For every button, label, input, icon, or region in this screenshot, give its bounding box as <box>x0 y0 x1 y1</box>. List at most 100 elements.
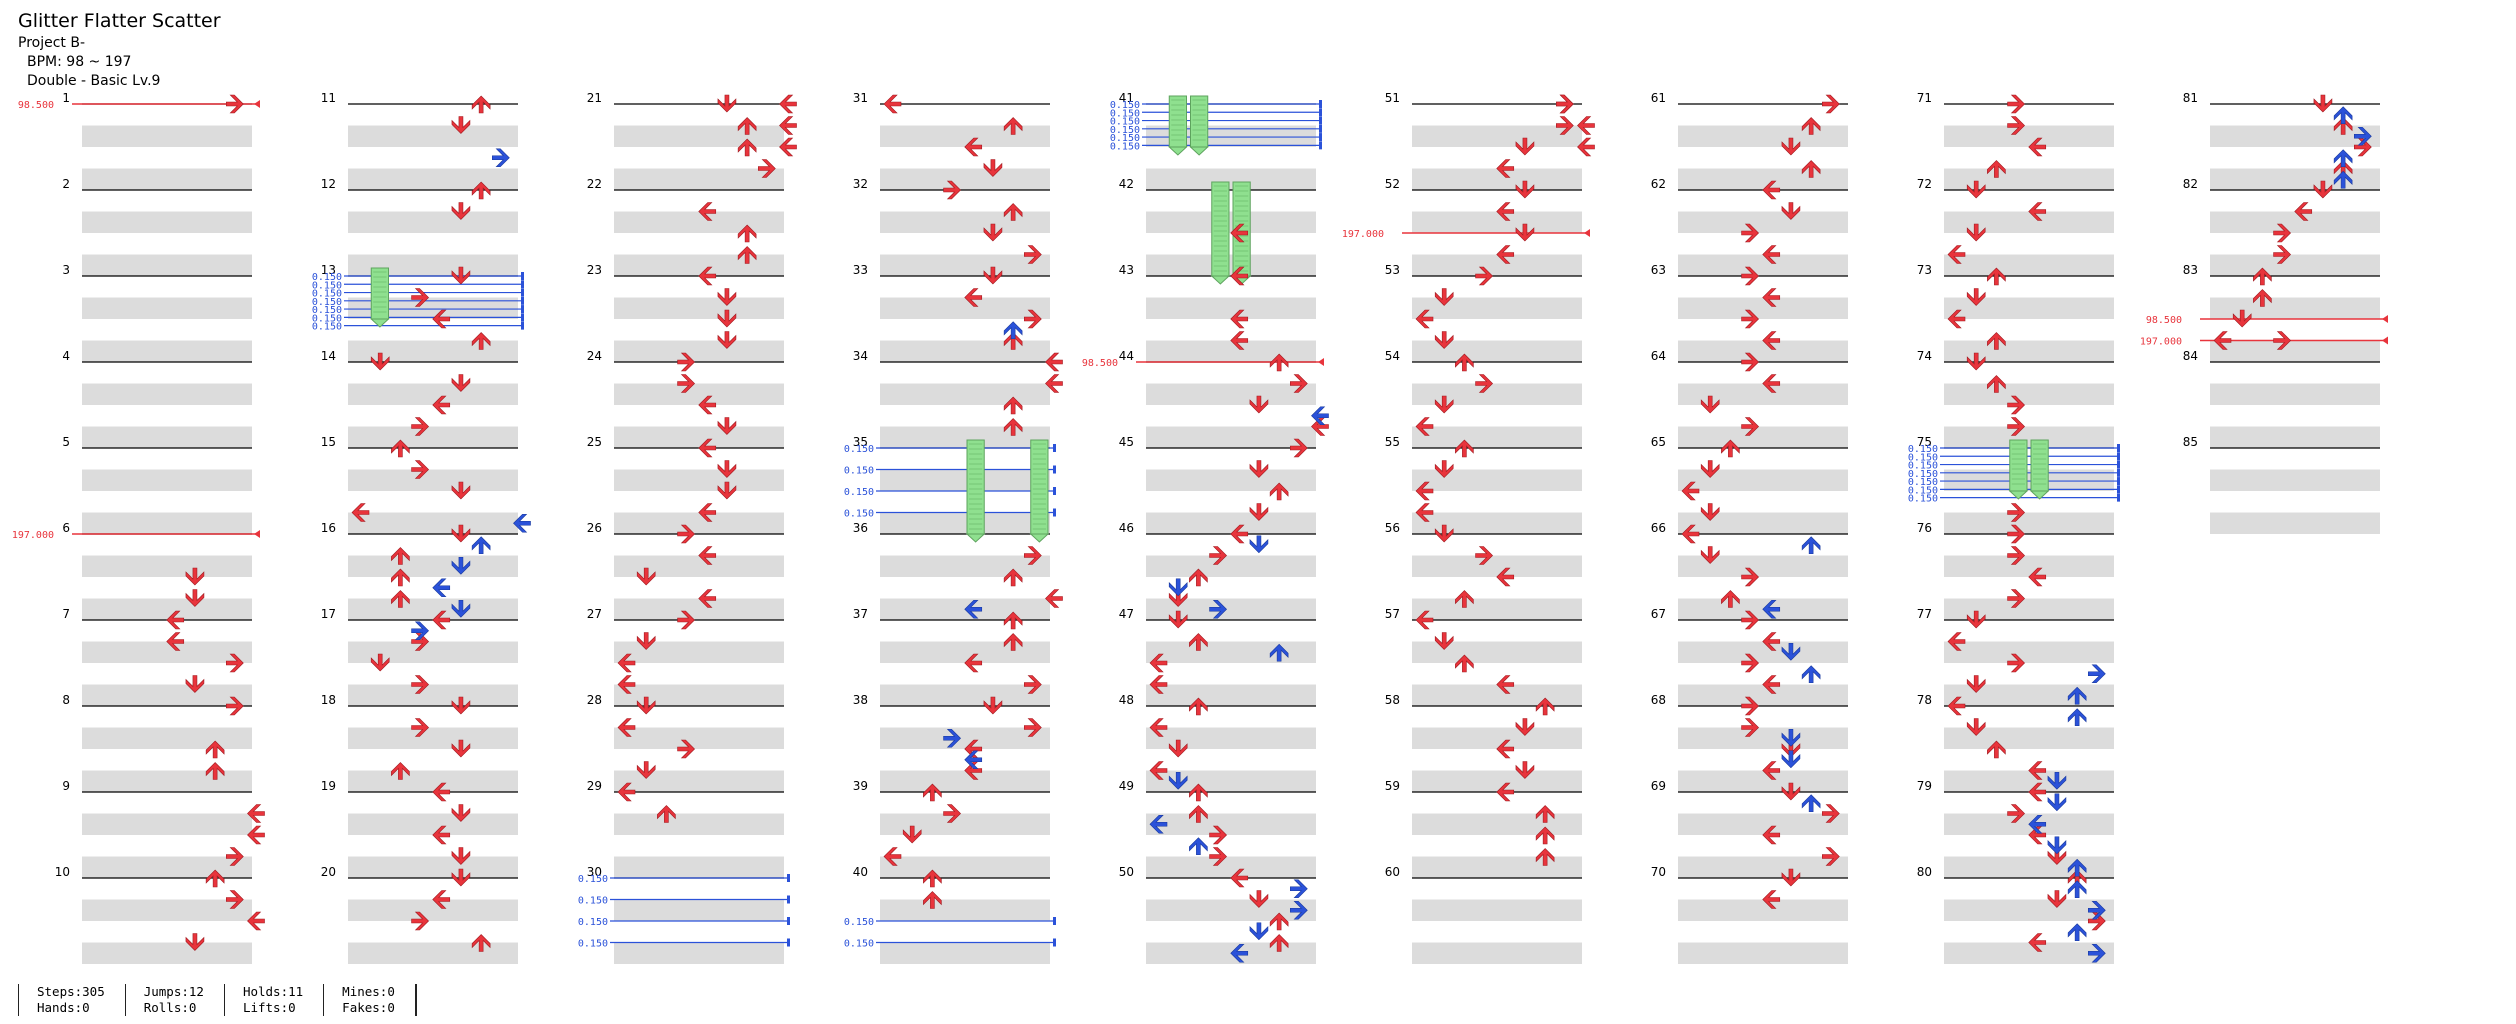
measure-number: 37 <box>853 607 868 621</box>
step-arrow-red <box>677 352 695 372</box>
step-arrow-red <box>1966 180 1986 199</box>
step-chart: 1234567891011121314151617181920212223242… <box>12 91 2388 964</box>
step-arrow-red <box>1535 805 1555 823</box>
step-arrow-red <box>1987 160 2006 178</box>
beat-band <box>1678 469 1848 491</box>
step-arrow-red <box>2007 804 2025 823</box>
step-arrow-red <box>1496 782 1515 802</box>
step-arrow-red <box>677 739 695 759</box>
measure-number: 19 <box>321 779 336 793</box>
step-arrow-red <box>737 117 757 135</box>
beat-band <box>82 555 252 577</box>
stop-label: 0.150 <box>1908 469 1938 480</box>
beat-band <box>348 168 518 190</box>
measure-number: 5 <box>62 435 70 449</box>
beat-band <box>1944 512 2114 534</box>
step-arrow-red <box>1700 546 1720 564</box>
beat-band <box>1146 555 1316 577</box>
step-arrow-red <box>2007 395 2025 415</box>
step-arrow-red <box>1741 696 1759 716</box>
step-arrow-red <box>677 524 695 544</box>
step-arrow-red <box>1269 353 1289 372</box>
beat-band <box>880 254 1050 276</box>
measure-number: 10 <box>55 865 70 879</box>
beat-band <box>614 168 784 190</box>
step-arrow-blue <box>2067 858 2087 877</box>
step-arrow-blue <box>1290 879 1308 899</box>
beat-band <box>82 297 252 319</box>
measure-number: 34 <box>853 349 868 363</box>
measure-number: 28 <box>587 693 602 707</box>
beat-band <box>1412 856 1582 878</box>
beat-band <box>1678 770 1848 792</box>
beat-band <box>82 168 252 190</box>
measure-number: 76 <box>1917 521 1932 535</box>
stop-marker <box>1053 465 1056 474</box>
beat-band <box>82 211 252 233</box>
beat-band <box>1412 942 1582 964</box>
step-arrow-red <box>1577 137 1595 157</box>
step-arrow-red <box>1781 868 1801 887</box>
measure-number: 2 <box>62 177 70 191</box>
step-arrow-red <box>1966 223 1986 242</box>
stop-marker <box>1053 487 1056 495</box>
hold-tail <box>965 533 986 543</box>
hold-tail <box>1210 275 1231 285</box>
stop-label: 0.150 <box>844 509 874 520</box>
beat-band <box>1944 555 2114 577</box>
measure-number: 85 <box>2183 435 2198 449</box>
step-arrow-red <box>657 805 676 823</box>
step-arrow-red <box>698 266 717 286</box>
chart-stats: Steps:305 Hands:0 Jumps:12 Rolls:0 Holds… <box>18 984 417 1016</box>
stop-label: 0.150 <box>844 917 874 928</box>
step-arrow-red <box>411 288 429 307</box>
measure-number: 39 <box>853 779 868 793</box>
beat-band <box>1678 813 1848 835</box>
beat-band <box>82 598 252 620</box>
step-arrow-red <box>1045 589 1063 608</box>
stop-marker <box>521 280 524 289</box>
step-arrow-red <box>2253 289 2272 307</box>
step-arrow-blue <box>1290 900 1308 920</box>
step-arrow-red <box>2028 761 2047 780</box>
step-arrow-red <box>779 116 797 135</box>
step-arrow-red <box>205 740 225 759</box>
beat-band <box>1412 770 1582 792</box>
step-arrow-red <box>451 374 471 392</box>
beat-band <box>82 254 252 276</box>
beat-band <box>1146 856 1316 878</box>
step-arrow-red <box>1290 374 1308 393</box>
beat-band <box>880 899 1050 921</box>
step-arrow-red <box>1822 847 1840 866</box>
measure-number: 29 <box>587 779 602 793</box>
step-arrow-red <box>617 718 636 737</box>
step-arrow-red <box>1003 633 1023 651</box>
song-artist: Project B- <box>18 35 86 51</box>
step-arrow-red <box>1003 396 1023 415</box>
measure-number: 58 <box>1385 693 1400 707</box>
step-arrow-red <box>1003 332 1023 350</box>
hold-tail <box>2008 490 2029 500</box>
beat-band <box>880 168 1050 190</box>
stop-label: 0.150 <box>312 272 342 283</box>
step-arrow-red <box>1269 934 1289 952</box>
step-arrow-red <box>1230 331 1249 350</box>
step-arrow-red <box>1515 761 1535 779</box>
measure-number: 79 <box>1917 779 1932 793</box>
beat-band <box>1944 942 2114 964</box>
step-arrow-red <box>677 610 695 630</box>
stat-column-mines: Mines:0 Fakes:0 <box>323 984 415 1016</box>
step-arrow-blue <box>1230 943 1249 963</box>
beat-band <box>348 469 518 491</box>
measure-number: 24 <box>587 349 602 363</box>
step-arrow-red <box>1415 417 1434 436</box>
beat-band <box>2210 125 2380 147</box>
step-arrow-red <box>923 869 942 888</box>
measure-number: 6 <box>62 521 70 535</box>
step-arrow-red <box>1556 94 1574 114</box>
beat-band <box>2210 512 2380 534</box>
step-arrow-red <box>2007 417 2025 436</box>
step-arrow-red <box>2028 782 2047 802</box>
beat-band <box>1412 426 1582 448</box>
step-arrow-red <box>1762 180 1781 200</box>
